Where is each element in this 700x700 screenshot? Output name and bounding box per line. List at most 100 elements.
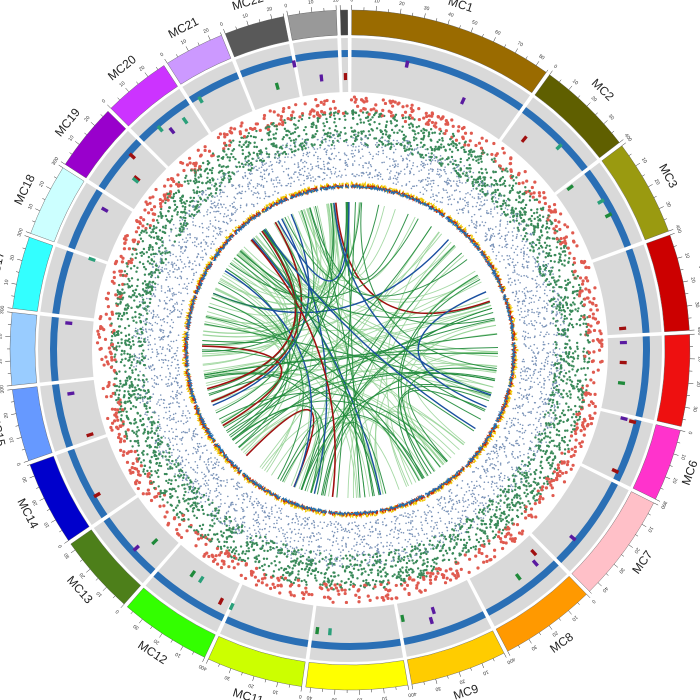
scatter-point [242, 498, 245, 501]
scatter-point [543, 383, 545, 386]
scatter-point [545, 278, 549, 281]
scatter-point [504, 184, 507, 188]
scatter-point [224, 502, 226, 505]
scatter-point [532, 423, 535, 426]
scatter-point [539, 312, 541, 314]
scatter-point [469, 131, 473, 135]
scatter-point [567, 324, 571, 327]
scatter-point [381, 143, 384, 146]
scatter-point [368, 598, 372, 602]
scatter-point [436, 200, 438, 203]
scatter-point [552, 380, 555, 384]
scatter-point [578, 324, 582, 327]
scatter-point [360, 568, 363, 571]
scatter-point [331, 530, 334, 533]
scatter-point [536, 248, 539, 251]
scatter-point [508, 506, 512, 509]
scatter-point [583, 360, 586, 363]
scatter-point [567, 356, 570, 359]
scatter-point [357, 600, 361, 604]
scatter-point [483, 178, 486, 181]
scatter-point [407, 568, 411, 571]
density-track-group [37, 38, 662, 662]
scatter-point [558, 421, 561, 425]
scatter-point [530, 432, 533, 435]
scatter-point [523, 288, 526, 290]
scatter-point [507, 484, 510, 488]
scatter-point [510, 484, 513, 486]
scatter-point [461, 510, 464, 512]
scatter-point [433, 561, 436, 564]
scatter-point [544, 361, 546, 364]
scatter-point [530, 208, 533, 212]
scatter-point [479, 485, 482, 488]
scatter-point [553, 455, 557, 458]
scatter-point [580, 260, 584, 265]
scatter-point [182, 497, 185, 500]
scatter-point [456, 209, 458, 211]
scatter-point [523, 235, 527, 238]
scatter-point [543, 317, 545, 319]
scatter-point [515, 292, 518, 294]
scatter-point [437, 146, 441, 150]
scatter-point [537, 447, 541, 450]
scatter-point [505, 456, 508, 458]
scatter-point [225, 537, 229, 541]
scatter-point [463, 207, 465, 209]
scatter-point [297, 532, 300, 535]
scatter-point [437, 499, 440, 502]
scatter-point [419, 556, 422, 559]
scatter-point [525, 485, 528, 488]
scatter-point [232, 540, 235, 543]
scatter-point [357, 114, 361, 117]
scatter-point [399, 554, 401, 556]
scatter-point [532, 363, 535, 366]
scatter-point [331, 544, 334, 547]
scatter-point [279, 509, 282, 512]
scatter-point [388, 157, 391, 160]
scatter-point [516, 273, 518, 275]
track-mark [569, 534, 577, 542]
scatter-point [524, 295, 527, 297]
scatter-point [422, 543, 425, 547]
scatter-point [431, 170, 434, 172]
scatter-point [385, 156, 388, 158]
scatter-point [453, 198, 456, 201]
scatter-point [374, 546, 377, 548]
scatter-point [328, 539, 331, 541]
scatter-point [492, 184, 496, 187]
scatter-point [177, 485, 180, 488]
scatter-point [300, 567, 304, 571]
scatter-point [275, 555, 278, 558]
scatter-point [402, 558, 405, 562]
scatter-point [512, 496, 516, 499]
scatter-point [521, 220, 524, 223]
scatter-point [520, 223, 522, 226]
track-mark [133, 175, 141, 183]
scatter-point [336, 589, 340, 593]
scatter-point [459, 160, 462, 164]
scatter-point [556, 406, 560, 409]
scatter-point [385, 124, 388, 127]
scatter-point [536, 275, 538, 278]
scatter-point [458, 501, 461, 504]
scatter-point [576, 347, 579, 351]
scatter-point [525, 275, 528, 277]
scatter-point [534, 225, 537, 228]
scatter-point [493, 468, 496, 470]
scatter-point [570, 430, 573, 434]
scatter-point [163, 492, 166, 495]
scatter-point [466, 174, 469, 176]
scatter-point [345, 581, 348, 584]
scatter-point [496, 482, 498, 484]
scatter-point [528, 446, 531, 449]
scatter-point [492, 450, 495, 452]
scatter-point [424, 163, 426, 166]
scatter-point [555, 433, 559, 436]
scatter-point [477, 158, 480, 161]
scatter-point [217, 506, 220, 508]
scatter-point [309, 537, 312, 539]
scatter-point [248, 500, 251, 503]
scatter-point [525, 488, 528, 491]
scatter-point [177, 474, 180, 477]
